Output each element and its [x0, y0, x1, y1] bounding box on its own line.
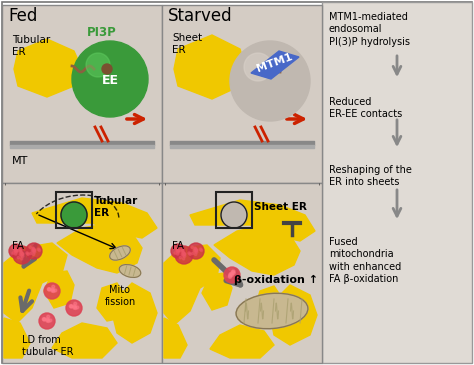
Circle shape	[181, 253, 183, 256]
Circle shape	[29, 246, 31, 249]
Polygon shape	[4, 318, 30, 358]
Ellipse shape	[236, 293, 308, 329]
Circle shape	[13, 246, 31, 264]
Polygon shape	[202, 273, 232, 310]
Circle shape	[177, 249, 180, 251]
Circle shape	[32, 253, 35, 255]
Circle shape	[74, 302, 77, 305]
Circle shape	[179, 250, 181, 252]
Circle shape	[51, 288, 54, 291]
Circle shape	[188, 252, 190, 254]
Circle shape	[230, 41, 310, 121]
Circle shape	[221, 202, 247, 228]
Circle shape	[26, 243, 42, 259]
Circle shape	[14, 247, 16, 250]
Circle shape	[52, 289, 55, 292]
Text: Reduced
ER-EE contacts: Reduced ER-EE contacts	[329, 97, 402, 119]
Circle shape	[230, 272, 233, 275]
Circle shape	[19, 248, 21, 251]
Circle shape	[38, 249, 41, 251]
Circle shape	[43, 318, 46, 321]
Polygon shape	[57, 223, 142, 273]
Polygon shape	[97, 283, 127, 321]
Text: Fused
mitochondria
with enhanced
FA β-oxidation: Fused mitochondria with enhanced FA β-ox…	[329, 237, 401, 284]
Circle shape	[52, 285, 55, 288]
Circle shape	[61, 202, 87, 228]
Circle shape	[188, 243, 204, 259]
Circle shape	[181, 248, 183, 251]
Circle shape	[51, 289, 54, 292]
Circle shape	[193, 249, 196, 251]
Text: Tubular
ER: Tubular ER	[94, 196, 138, 218]
Circle shape	[48, 288, 51, 291]
Circle shape	[176, 253, 179, 255]
Circle shape	[42, 318, 46, 321]
Circle shape	[47, 315, 50, 318]
Circle shape	[70, 305, 73, 308]
Polygon shape	[164, 318, 187, 358]
Circle shape	[15, 253, 17, 255]
Circle shape	[17, 257, 19, 259]
Text: Starved: Starved	[168, 7, 233, 25]
Circle shape	[47, 288, 51, 291]
Circle shape	[33, 249, 36, 251]
Circle shape	[195, 251, 198, 253]
Polygon shape	[214, 225, 300, 275]
Text: MT: MT	[12, 156, 28, 166]
Circle shape	[20, 254, 23, 257]
Circle shape	[228, 275, 232, 278]
Polygon shape	[32, 198, 157, 238]
Text: Mito
fission: Mito fission	[104, 285, 136, 307]
Circle shape	[66, 300, 82, 316]
Circle shape	[32, 247, 34, 249]
Circle shape	[175, 249, 178, 251]
Circle shape	[27, 253, 29, 256]
Circle shape	[200, 248, 202, 250]
Text: LD from
tubular ER: LD from tubular ER	[22, 335, 73, 357]
Text: MTM1: MTM1	[255, 52, 294, 74]
Circle shape	[182, 254, 184, 257]
Text: β-oxidation ↑: β-oxidation ↑	[234, 275, 318, 285]
Circle shape	[44, 283, 60, 299]
Circle shape	[47, 288, 50, 291]
Circle shape	[21, 253, 24, 256]
Circle shape	[171, 244, 185, 258]
Circle shape	[15, 249, 18, 251]
Circle shape	[15, 249, 18, 251]
FancyBboxPatch shape	[2, 183, 162, 363]
Text: Reshaping of the
ER into sheets: Reshaping of the ER into sheets	[329, 165, 412, 187]
Circle shape	[74, 307, 77, 310]
Polygon shape	[251, 51, 299, 79]
Circle shape	[13, 249, 16, 251]
Text: FA: FA	[12, 241, 24, 251]
Text: Tubular
ER: Tubular ER	[12, 35, 50, 57]
Polygon shape	[112, 283, 157, 343]
Circle shape	[183, 253, 186, 255]
Text: PI3P: PI3P	[87, 26, 117, 39]
Text: EE: EE	[101, 74, 118, 88]
Circle shape	[269, 64, 279, 74]
Circle shape	[194, 248, 197, 250]
Circle shape	[175, 246, 193, 264]
Circle shape	[231, 270, 234, 273]
Circle shape	[73, 305, 76, 308]
Circle shape	[39, 313, 55, 329]
Circle shape	[29, 252, 32, 254]
Circle shape	[191, 252, 194, 254]
Circle shape	[69, 305, 73, 308]
Circle shape	[20, 251, 22, 253]
Circle shape	[14, 248, 17, 250]
Circle shape	[183, 253, 186, 256]
Circle shape	[182, 251, 184, 253]
Circle shape	[20, 258, 23, 260]
Circle shape	[182, 249, 184, 251]
Polygon shape	[44, 271, 74, 308]
Ellipse shape	[109, 246, 130, 260]
Circle shape	[174, 252, 176, 254]
Circle shape	[47, 319, 50, 323]
Polygon shape	[270, 285, 317, 345]
Circle shape	[182, 251, 184, 254]
Circle shape	[20, 251, 23, 254]
Circle shape	[228, 274, 231, 277]
